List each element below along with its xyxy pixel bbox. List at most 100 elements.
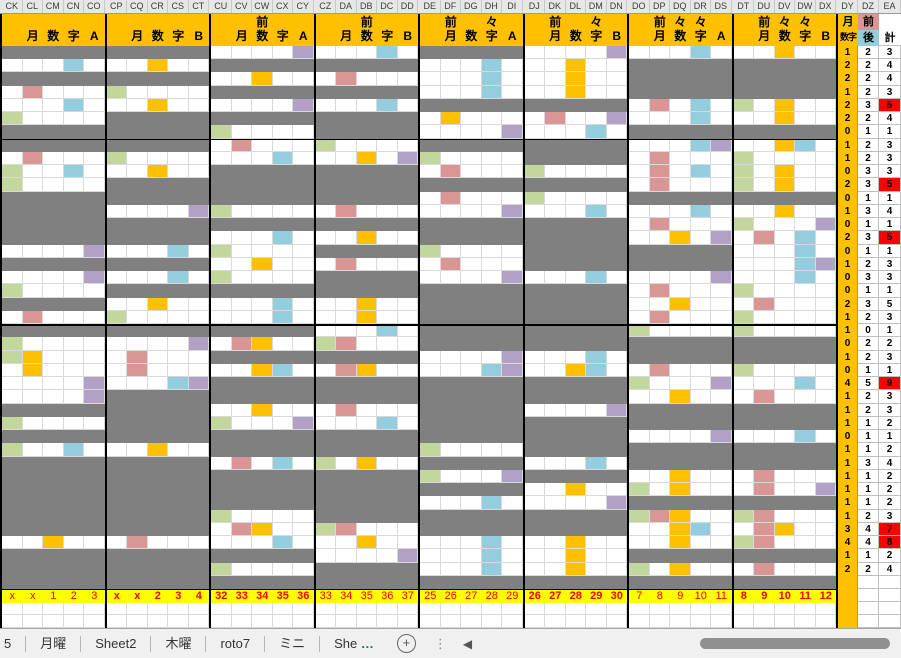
cell[interactable] xyxy=(606,615,627,628)
cell[interactable] xyxy=(2,165,23,179)
cell[interactable] xyxy=(565,483,586,497)
cell[interactable] xyxy=(336,602,357,616)
cell[interactable] xyxy=(420,204,441,219)
gray-cells-row[interactable] xyxy=(629,59,732,73)
cell[interactable] xyxy=(43,178,64,192)
column-header-DL[interactable]: DL xyxy=(566,0,586,13)
cell[interactable] xyxy=(754,231,775,245)
cell[interactable] xyxy=(690,178,711,192)
cell[interactable] xyxy=(127,615,148,628)
cell[interactable] xyxy=(754,46,775,60)
cell[interactable] xyxy=(315,72,336,86)
cell[interactable] xyxy=(252,257,273,272)
cell[interactable] xyxy=(43,284,64,298)
cell[interactable] xyxy=(733,324,754,338)
cell[interactable] xyxy=(211,363,232,378)
cell[interactable] xyxy=(461,257,482,272)
cell[interactable] xyxy=(315,98,336,113)
cell[interactable] xyxy=(815,151,836,166)
gray-cells-row[interactable] xyxy=(2,562,105,577)
cell[interactable] xyxy=(106,363,127,378)
cell[interactable] xyxy=(545,483,566,497)
cell[interactable] xyxy=(336,456,357,470)
cell[interactable] xyxy=(629,271,650,285)
sheet-tab-月曜[interactable]: 月曜 xyxy=(40,636,67,651)
cell[interactable] xyxy=(2,98,23,113)
dy-value-cell[interactable]: 2 xyxy=(838,112,858,126)
cell[interactable] xyxy=(211,244,232,258)
cell[interactable] xyxy=(545,46,566,60)
cell[interactable] xyxy=(420,151,441,166)
cell[interactable] xyxy=(43,350,64,364)
cell[interactable] xyxy=(168,337,189,351)
cell[interactable] xyxy=(733,509,754,523)
cell[interactable] xyxy=(815,231,836,245)
dz-value-cell[interactable]: 1 xyxy=(858,483,879,497)
gray-cells-row[interactable] xyxy=(420,403,523,418)
cell[interactable] xyxy=(397,151,418,166)
cell[interactable] xyxy=(315,403,336,417)
gray-cells-row[interactable] xyxy=(211,165,314,179)
gray-cells-row[interactable] xyxy=(2,46,105,60)
cell[interactable] xyxy=(670,297,691,311)
cell[interactable] xyxy=(795,377,816,391)
ea-total-cell[interactable]: 7 xyxy=(879,522,901,536)
cell[interactable] xyxy=(188,536,209,550)
cell[interactable] xyxy=(565,496,586,510)
cell[interactable] xyxy=(754,112,775,126)
cell[interactable] xyxy=(315,522,336,536)
cell[interactable] xyxy=(524,72,545,86)
cell[interactable] xyxy=(545,350,566,364)
cell[interactable] xyxy=(293,615,314,628)
gray-cells-row[interactable] xyxy=(524,297,627,312)
gray-cells-row[interactable] xyxy=(315,469,418,484)
gray-cells-row[interactable] xyxy=(524,377,627,391)
cell[interactable] xyxy=(481,244,502,258)
dz-value-cell[interactable]: 1 xyxy=(858,496,879,510)
cell[interactable] xyxy=(670,98,691,113)
cell[interactable] xyxy=(22,443,43,457)
column-header-CK[interactable]: CK xyxy=(2,0,23,13)
cell[interactable] xyxy=(315,324,336,338)
dz-value-cell[interactable]: 1 xyxy=(858,549,879,563)
dy-empty-cell[interactable] xyxy=(838,575,858,628)
cell[interactable] xyxy=(336,522,357,536)
gray-cells-row[interactable] xyxy=(106,218,209,232)
dy-value-cell[interactable]: 1 xyxy=(838,85,858,99)
cell[interactable] xyxy=(502,257,523,272)
cell[interactable] xyxy=(84,98,105,113)
cell[interactable] xyxy=(22,615,43,628)
cell[interactable] xyxy=(63,337,84,351)
cell[interactable] xyxy=(147,59,168,73)
cell[interactable] xyxy=(670,522,691,536)
ea-empty-cell[interactable] xyxy=(879,575,901,589)
dz-value-cell[interactable]: 3 xyxy=(858,456,879,470)
cell[interactable] xyxy=(711,165,732,179)
cell[interactable] xyxy=(2,244,23,258)
cell[interactable] xyxy=(565,562,586,576)
ea-total-cell[interactable]: 3 xyxy=(879,350,901,364)
gray-cells-row[interactable] xyxy=(2,257,105,272)
cell[interactable] xyxy=(565,112,586,126)
cell[interactable] xyxy=(106,443,127,457)
gray-cells-row[interactable] xyxy=(524,218,627,232)
cell[interactable] xyxy=(377,536,398,550)
cell[interactable] xyxy=(711,363,732,378)
cell[interactable] xyxy=(397,257,418,272)
cell[interactable] xyxy=(43,390,64,404)
cell[interactable] xyxy=(733,271,754,285)
cell[interactable] xyxy=(211,416,232,431)
cell[interactable] xyxy=(231,72,252,86)
cell[interactable] xyxy=(545,112,566,126)
gray-cells-row[interactable] xyxy=(524,98,627,113)
cell[interactable] xyxy=(420,443,441,457)
cell[interactable] xyxy=(22,310,43,325)
cell[interactable] xyxy=(356,456,377,470)
cell[interactable] xyxy=(2,284,23,298)
cell[interactable] xyxy=(545,59,566,73)
gray-cells-row[interactable] xyxy=(420,324,523,338)
cell[interactable] xyxy=(315,549,336,563)
cell[interactable] xyxy=(670,271,691,285)
cell[interactable] xyxy=(629,178,650,192)
cell[interactable] xyxy=(774,244,795,258)
